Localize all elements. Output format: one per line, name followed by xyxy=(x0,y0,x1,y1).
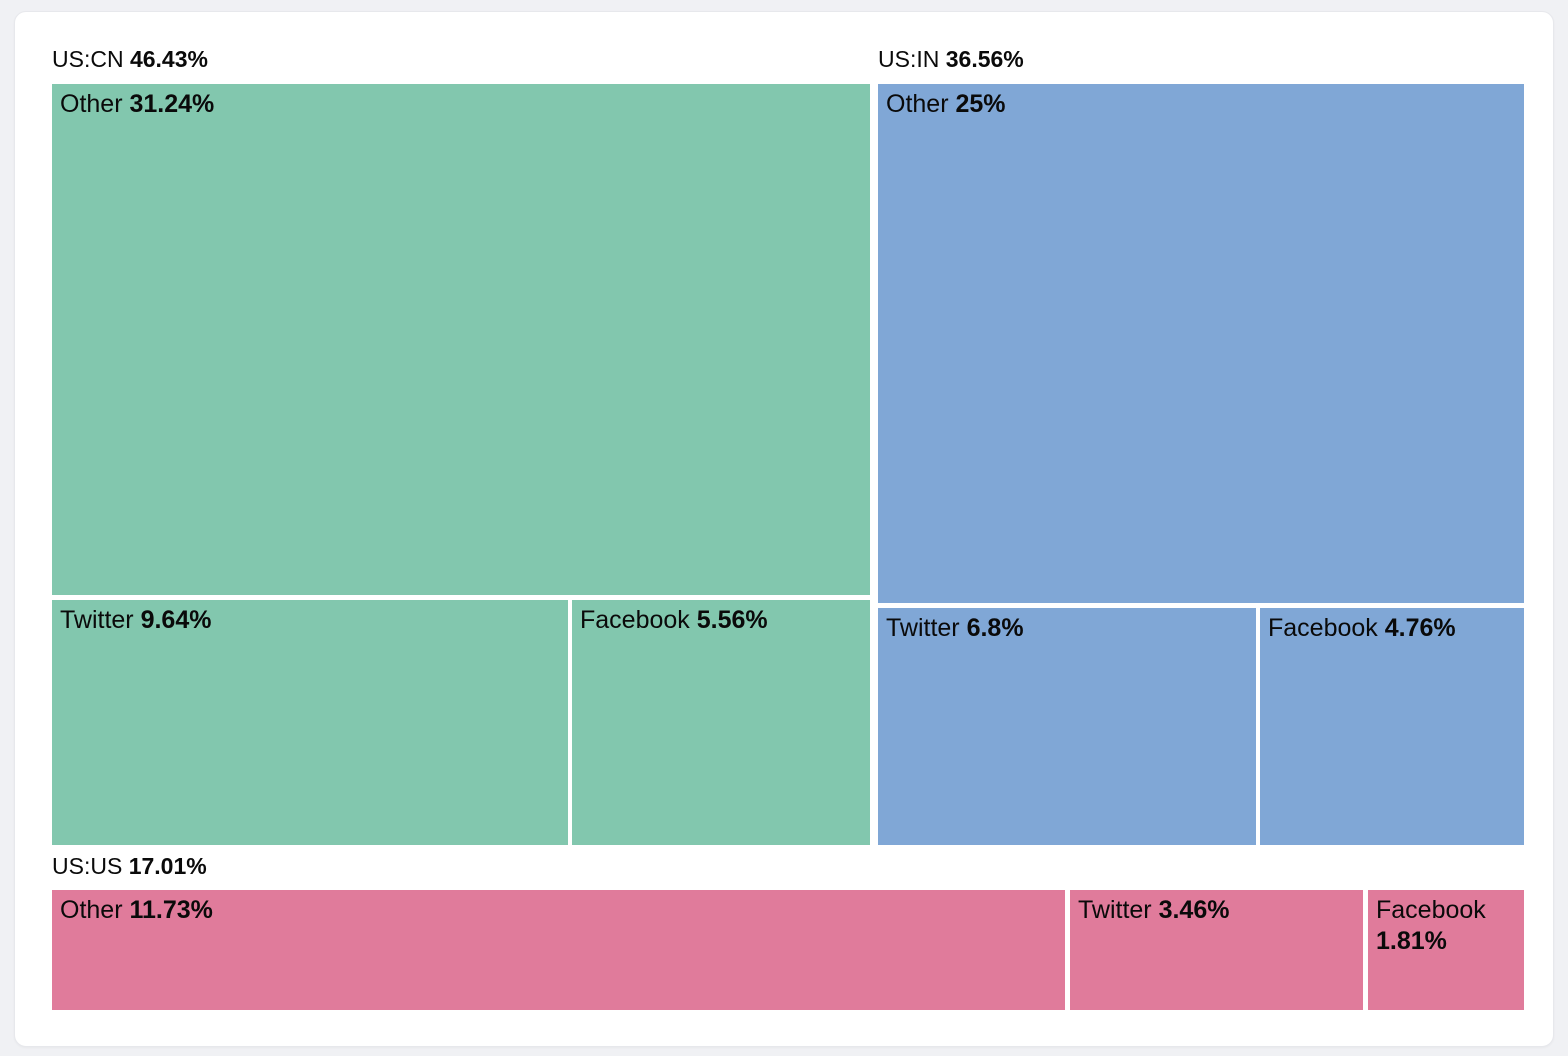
group-percent: 36.56% xyxy=(945,46,1024,72)
cell-percent: 31.24% xyxy=(129,90,215,118)
cell-percent: 4.76% xyxy=(1384,614,1456,642)
treemap-cell-us-cn-other[interactable]: Other 31.24% xyxy=(52,84,870,595)
treemap-cell-us-us-other[interactable]: Other 11.73% xyxy=(52,890,1065,1010)
cell-label: Facebook 1.81% xyxy=(1368,890,1524,962)
cell-percent: 6.8% xyxy=(966,614,1024,642)
cell-name: Facebook xyxy=(580,606,690,634)
cell-name: Other xyxy=(886,90,949,118)
cell-percent: 25% xyxy=(955,90,1006,118)
cell-percent: 1.81% xyxy=(1376,927,1447,955)
group-label-us-us: US:US 17.01% xyxy=(52,851,207,881)
cell-label: Other 25% xyxy=(878,84,1524,125)
cell-label: Facebook 5.56% xyxy=(572,600,870,641)
treemap-cell-us-in-other[interactable]: Other 25% xyxy=(878,84,1524,603)
treemap-cell-us-in-facebook[interactable]: Facebook 4.76% xyxy=(1260,608,1524,845)
cell-name: Other xyxy=(60,90,123,118)
cell-name: Twitter xyxy=(1078,896,1152,924)
treemap-cell-us-us-facebook[interactable]: Facebook 1.81% xyxy=(1368,890,1524,1010)
treemap-cell-us-in-twitter[interactable]: Twitter 6.8% xyxy=(878,608,1256,845)
group-percent: 17.01% xyxy=(128,853,207,879)
cell-percent: 5.56% xyxy=(696,606,768,634)
cell-label: Facebook 4.76% xyxy=(1260,608,1524,649)
group-name: US:US xyxy=(52,853,123,879)
cell-label: Twitter 6.8% xyxy=(878,608,1256,649)
cell-name: Twitter xyxy=(886,614,960,642)
group-label-us-cn: US:CN 46.43% xyxy=(52,44,208,74)
cell-label: Twitter 9.64% xyxy=(52,600,568,641)
cell-label: Other 11.73% xyxy=(52,890,1065,931)
cell-label: Twitter 3.46% xyxy=(1070,890,1363,931)
group-percent: 46.43% xyxy=(129,46,208,72)
group-name: US:CN xyxy=(52,46,124,72)
treemap-cell-us-us-twitter[interactable]: Twitter 3.46% xyxy=(1070,890,1363,1010)
group-name: US:IN xyxy=(878,46,940,72)
cell-percent: 3.46% xyxy=(1158,896,1230,924)
treemap-cell-us-cn-facebook[interactable]: Facebook 5.56% xyxy=(572,600,870,845)
cell-name: Facebook xyxy=(1376,896,1486,924)
cell-name: Other xyxy=(60,896,123,924)
cell-percent: 9.64% xyxy=(140,606,212,634)
treemap-cell-us-cn-twitter[interactable]: Twitter 9.64% xyxy=(52,600,568,845)
cell-name: Facebook xyxy=(1268,614,1378,642)
group-label-us-in: US:IN 36.56% xyxy=(878,44,1024,74)
cell-percent: 11.73% xyxy=(129,896,213,924)
cell-label: Other 31.24% xyxy=(52,84,870,125)
cell-name: Twitter xyxy=(60,606,134,634)
